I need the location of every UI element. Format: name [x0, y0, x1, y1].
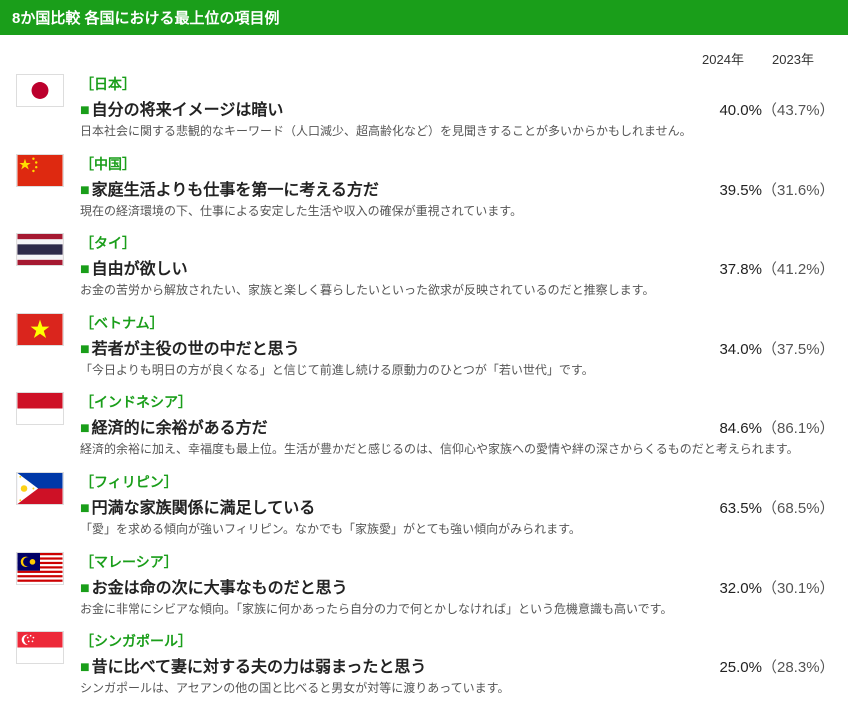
item-text: 家庭生活よりも仕事を第一に考える方だ — [92, 182, 379, 199]
item-title: ■昔に比べて妻に対する夫の力は弱まったと思う — [80, 653, 692, 677]
country-name: ［インドネシア］ — [80, 392, 838, 412]
description: お金に非常にシビアな傾向。「家族に何かあったら自分の力で何とかしなければ」という… — [80, 602, 838, 618]
country-row-thailand: ［タイ］ ■自由が欲しい 37.8% （41.2%） お金の苦労から解放されたい… — [6, 233, 842, 299]
singapore-flag-icon — [16, 631, 64, 664]
country-name: ［マレーシア］ — [80, 552, 838, 572]
description: 日本社会に関する悲観的なキーワード（人口減少、超高齢化など）を見聞きすることが多… — [80, 124, 838, 140]
title-row: ■お金は命の次に大事なものだと思う 32.0% （30.1%） — [80, 574, 838, 598]
pct-2023: （30.1%） — [762, 577, 838, 598]
title-row: ■自由が欲しい 37.8% （41.2%） — [80, 255, 838, 279]
year-labels: 2024年 2023年 — [6, 49, 842, 68]
text-col: ［フィリピン］ ■円満な家族関係に満足している 63.5% （68.5%） 「愛… — [74, 472, 842, 538]
year-2023-label: 2023年 — [758, 49, 828, 68]
japan-flag-icon — [16, 74, 64, 107]
title-row: ■経済的に余裕がある方だ 84.6% （86.1%） — [80, 414, 838, 438]
item-title: ■お金は命の次に大事なものだと思う — [80, 574, 692, 598]
item-title: ■自分の将来イメージは暗い — [80, 96, 692, 120]
item-title: ■自由が欲しい — [80, 255, 692, 279]
content: 2024年 2023年 ［日本］ ■自分の将来イメージは暗い 40.0% （43… — [0, 35, 848, 717]
description: シンガポールは、アセアンの他の国と比べると男女が対等に渡りあっています。 — [80, 681, 838, 697]
country-row-malaysia: ［マレーシア］ ■お金は命の次に大事なものだと思う 32.0% （30.1%） … — [6, 552, 842, 618]
text-col: ［ベトナム］ ■若者が主役の世の中だと思う 34.0% （37.5%） 「今日よ… — [74, 313, 842, 379]
title-row: ■昔に比べて妻に対する夫の力は弱まったと思う 25.0% （28.3%） — [80, 653, 838, 677]
pct-2024: 39.5% — [692, 182, 762, 199]
item-text: お金は命の次に大事なものだと思う — [92, 580, 348, 597]
thailand-flag-icon — [16, 233, 64, 266]
pct-2023: （37.5%） — [762, 338, 838, 359]
flag-col — [6, 392, 74, 425]
item-title: ■家庭生活よりも仕事を第一に考える方だ — [80, 176, 692, 200]
flag-col — [6, 552, 74, 585]
country-row-vietnam: ［ベトナム］ ■若者が主役の世の中だと思う 34.0% （37.5%） 「今日よ… — [6, 313, 842, 379]
text-col: ［タイ］ ■自由が欲しい 37.8% （41.2%） お金の苦労から解放されたい… — [74, 233, 842, 299]
pct-2024: 40.0% — [692, 102, 762, 119]
pct-2023: （28.3%） — [762, 656, 838, 677]
pct-2023: （43.7%） — [762, 99, 838, 120]
flag-col — [6, 154, 74, 187]
text-col: ［日本］ ■自分の将来イメージは暗い 40.0% （43.7%） 日本社会に関す… — [74, 74, 842, 140]
text-col: ［マレーシア］ ■お金は命の次に大事なものだと思う 32.0% （30.1%） … — [74, 552, 842, 618]
year-2024-label: 2024年 — [688, 49, 758, 68]
country-row-indonesia: ［インドネシア］ ■経済的に余裕がある方だ 84.6% （86.1%） 経済的余… — [6, 392, 842, 458]
description: 現在の経済環境の下、仕事による安定した生活や収入の確保が重視されています。 — [80, 204, 838, 220]
title-row: ■若者が主役の世の中だと思う 34.0% （37.5%） — [80, 335, 838, 359]
country-name: ［中国］ — [80, 154, 838, 174]
description: 経済的余裕に加え、幸福度も最上位。生活が豊かだと感じるのは、信仰心や家族への愛情… — [80, 442, 838, 458]
indonesia-flag-icon — [16, 392, 64, 425]
item-text: 自由が欲しい — [92, 261, 188, 278]
description: 「愛」を求める傾向が強いフィリピン。なかでも「家族愛」がとても強い傾向がみられま… — [80, 522, 838, 538]
flag-col — [6, 233, 74, 266]
pct-2024: 84.6% — [692, 420, 762, 437]
philippines-flag-icon — [16, 472, 64, 505]
item-title: ■若者が主役の世の中だと思う — [80, 335, 692, 359]
title-row: ■家庭生活よりも仕事を第一に考える方だ 39.5% （31.6%） — [80, 176, 838, 200]
pct-2023: （31.6%） — [762, 179, 838, 200]
country-row-china: ［中国］ ■家庭生活よりも仕事を第一に考える方だ 39.5% （31.6%） 現… — [6, 154, 842, 220]
pct-2024: 34.0% — [692, 341, 762, 358]
pct-2024: 32.0% — [692, 580, 762, 597]
header-title: 8か国比較 各国における最上位の項目例 — [0, 0, 848, 35]
title-row: ■自分の将来イメージは暗い 40.0% （43.7%） — [80, 96, 838, 120]
item-title: ■経済的に余裕がある方だ — [80, 414, 692, 438]
pct-2024: 63.5% — [692, 500, 762, 517]
country-row-singapore: ［シンガポール］ ■昔に比べて妻に対する夫の力は弱まったと思う 25.0% （2… — [6, 631, 842, 697]
pct-2024: 37.8% — [692, 261, 762, 278]
country-name: ［タイ］ — [80, 233, 838, 253]
item-text: 経済的に余裕がある方だ — [92, 420, 268, 437]
country-name: ［日本］ — [80, 74, 838, 94]
country-row-philippines: ［フィリピン］ ■円満な家族関係に満足している 63.5% （68.5%） 「愛… — [6, 472, 842, 538]
description: 「今日よりも明日の方が良くなる」と信じて前進し続ける原動力のひとつが「若い世代」… — [80, 363, 838, 379]
pct-2024: 25.0% — [692, 659, 762, 676]
country-name: ［フィリピン］ — [80, 472, 838, 492]
title-row: ■円満な家族関係に満足している 63.5% （68.5%） — [80, 494, 838, 518]
text-col: ［中国］ ■家庭生活よりも仕事を第一に考える方だ 39.5% （31.6%） 現… — [74, 154, 842, 220]
china-flag-icon — [16, 154, 64, 187]
flag-col — [6, 472, 74, 505]
description: お金の苦労から解放されたい、家族と楽しく暮らしたいといった欲求が反映されているの… — [80, 283, 838, 299]
item-text: 若者が主役の世の中だと思う — [92, 341, 300, 358]
flag-col — [6, 631, 74, 664]
item-text: 円満な家族関係に満足している — [92, 500, 316, 517]
item-text: 自分の将来イメージは暗い — [92, 102, 284, 119]
country-name: ［ベトナム］ — [80, 313, 838, 333]
malaysia-flag-icon — [16, 552, 64, 585]
item-text: 昔に比べて妻に対する夫の力は弱まったと思う — [92, 659, 427, 676]
pct-2023: （41.2%） — [762, 258, 838, 279]
flag-col — [6, 313, 74, 346]
country-row-japan: ［日本］ ■自分の将来イメージは暗い 40.0% （43.7%） 日本社会に関す… — [6, 74, 842, 140]
flag-col — [6, 74, 74, 107]
vietnam-flag-icon — [16, 313, 64, 346]
item-title: ■円満な家族関係に満足している — [80, 494, 692, 518]
country-name: ［シンガポール］ — [80, 631, 838, 651]
pct-2023: （68.5%） — [762, 497, 838, 518]
pct-2023: （86.1%） — [762, 417, 838, 438]
text-col: ［シンガポール］ ■昔に比べて妻に対する夫の力は弱まったと思う 25.0% （2… — [74, 631, 842, 697]
text-col: ［インドネシア］ ■経済的に余裕がある方だ 84.6% （86.1%） 経済的余… — [74, 392, 842, 458]
